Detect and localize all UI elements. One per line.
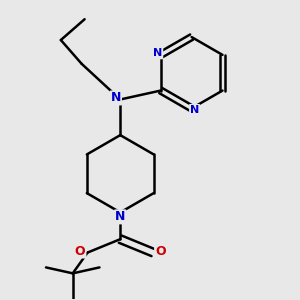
Text: N: N [115,210,125,224]
Text: O: O [75,244,86,258]
Text: N: N [153,48,162,59]
Text: N: N [190,105,199,115]
Text: O: O [155,244,166,258]
Text: N: N [111,92,121,104]
